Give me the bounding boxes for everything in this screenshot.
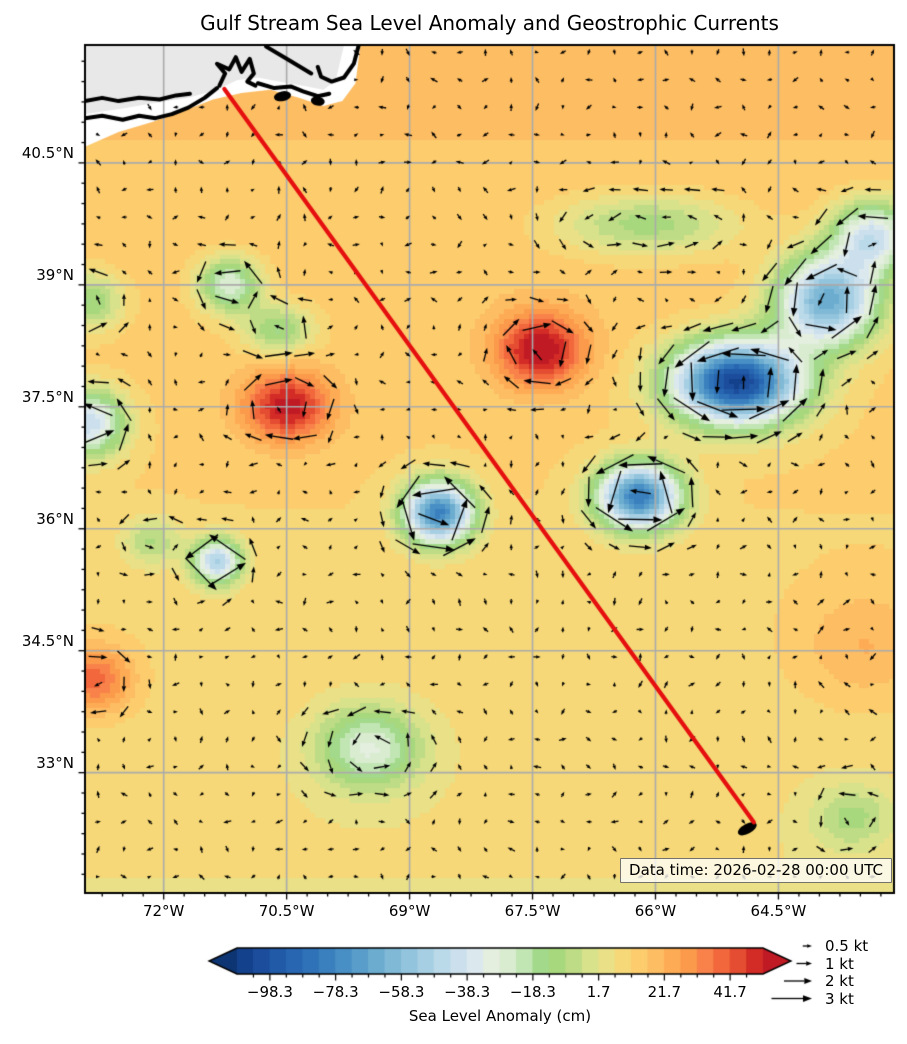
y-tick-label: 39°N xyxy=(36,265,74,284)
colorbar-tick-label: 21.7 xyxy=(647,983,682,1001)
quiver-key-label: 1 kt xyxy=(825,954,854,973)
x-tick-label: 70.5°W xyxy=(258,902,315,920)
colorbar-tick-label: 1.7 xyxy=(586,983,611,1001)
x-tick-label: 67.5°W xyxy=(504,902,561,920)
x-tick-label: 66°W xyxy=(634,902,677,920)
colorbar-tick-label: −98.3 xyxy=(246,983,293,1001)
colorbar-tick-label: −58.3 xyxy=(378,983,425,1001)
x-tick-label: 72°W xyxy=(142,902,185,920)
y-tick-label: 36°N xyxy=(36,509,74,528)
y-tick-label: 34.5°N xyxy=(21,631,74,650)
colorbar-tick-label: −18.3 xyxy=(509,983,556,1001)
y-tick-label: 40.5°N xyxy=(21,143,74,162)
x-tick-label: 69°W xyxy=(388,902,431,920)
chart-title: Gulf Stream Sea Level Anomaly and Geostr… xyxy=(200,11,779,35)
quiver-key-label: 0.5 kt xyxy=(825,937,869,955)
colorbar-tick-label: −78.3 xyxy=(312,983,359,1001)
y-tick-label: 33°N xyxy=(36,753,74,772)
colorbar-tick-label: 41.7 xyxy=(713,983,747,1001)
x-tick-label: 64.5°W xyxy=(750,902,807,920)
quiver-key-label: 2 kt xyxy=(825,972,854,990)
quiver-key-label: 3 kt xyxy=(825,989,854,1008)
colorbar-tick-label: −38.3 xyxy=(444,983,491,1001)
data-time-annotation: Data time: 2026-02-28 00:00 UTC xyxy=(620,858,892,883)
y-tick-label: 37.5°N xyxy=(21,387,74,406)
colorbar-axis-label: Sea Level Anomaly (cm) xyxy=(408,1007,592,1025)
